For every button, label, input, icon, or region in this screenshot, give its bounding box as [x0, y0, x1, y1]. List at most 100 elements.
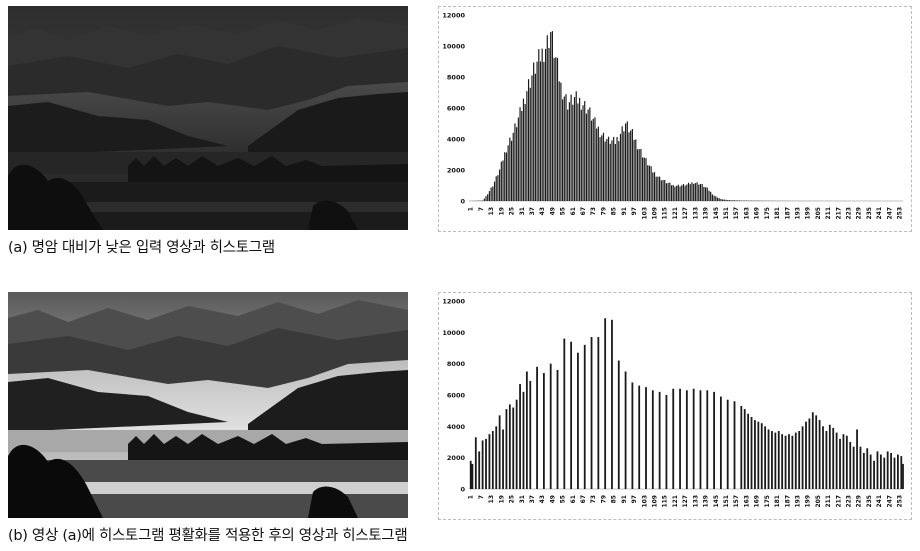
x-tick-label: 241 [876, 207, 883, 220]
histogram-bar [621, 126, 623, 201]
x-tick-label: 19 [498, 207, 505, 215]
histogram-bar [890, 452, 892, 489]
histogram-bar [805, 421, 807, 489]
x-tick-label: 235 [866, 495, 873, 508]
x-tick-label: 97 [631, 207, 638, 215]
x-tick-label: 217 [835, 207, 842, 220]
histogram-bar [505, 409, 508, 489]
histogram-bar [526, 91, 528, 201]
histogram-bar [580, 109, 582, 201]
x-tick-label: 85 [611, 207, 618, 215]
histogram-bar [570, 341, 573, 489]
x-tick-label: 151 [723, 495, 730, 508]
x-tick-label: 175 [764, 207, 771, 220]
histogram-bar [687, 182, 690, 201]
histogram-bar [704, 187, 707, 201]
x-tick-label: 79 [600, 495, 607, 503]
histogram-bar [672, 185, 674, 201]
x-tick-label: 181 [774, 495, 781, 508]
histogram-bar [801, 426, 804, 489]
input-image-low-contrast [8, 6, 408, 230]
x-tick-label: 157 [733, 495, 740, 508]
y-tick-label: 4000 [447, 136, 466, 144]
histogram-bar [516, 127, 518, 201]
x-tick-label: 85 [611, 495, 618, 503]
histogram-bar [648, 165, 651, 201]
histogram-bar [507, 145, 509, 201]
x-tick-label: 157 [733, 207, 740, 220]
histogram-bar [611, 319, 613, 489]
x-tick-label: 127 [682, 495, 689, 508]
histogram-bar [570, 94, 572, 201]
histogram-bar [686, 184, 688, 201]
histogram-bar [579, 97, 581, 201]
histogram-bar [781, 434, 784, 489]
y-tick-label: 6000 [447, 392, 466, 400]
histogram-bar [630, 130, 632, 201]
histogram-bar [525, 371, 528, 489]
histogram-bar [471, 463, 474, 489]
histogram-bar [706, 187, 708, 201]
histogram-bar [611, 140, 613, 201]
histogram-bar [685, 390, 688, 489]
histogram-bar [585, 113, 588, 201]
x-tick-label: 163 [743, 495, 750, 508]
histogram-bar [645, 387, 647, 489]
histogram-bar [645, 158, 647, 201]
histogram-bar [597, 126, 599, 201]
histogram-bar [544, 48, 547, 202]
histogram-bar [631, 129, 633, 201]
histogram-bar [679, 186, 681, 201]
histogram-bar [590, 120, 593, 201]
histogram-bar [504, 152, 506, 201]
histogram-bar [655, 176, 657, 201]
histogram-bar [900, 456, 903, 489]
histogram-bar [866, 448, 869, 489]
histogram-bar [596, 128, 598, 201]
histogram-bar [602, 132, 605, 201]
histogram-bar [849, 442, 852, 489]
histogram-bar [640, 149, 642, 201]
x-tick-label: 37 [529, 495, 536, 503]
x-tick-label: 55 [560, 207, 567, 215]
histogram-bar [618, 141, 620, 201]
histogram-bar [730, 200, 732, 201]
caption-b: (b) 영상 (a)에 히스토그램 평활화를 적용한 후의 영상과 히스토그램 [8, 528, 408, 544]
histogram-bar [886, 451, 889, 489]
histogram-bar [587, 109, 589, 201]
histogram-bar [869, 454, 872, 489]
histogram-bar [815, 415, 818, 489]
histogram-bar [616, 137, 618, 201]
histogram-bar [638, 385, 641, 489]
histogram-bar [563, 338, 566, 489]
histogram-bar [696, 182, 698, 201]
histogram-bar [599, 137, 601, 201]
histogram-bar [623, 131, 625, 201]
histogram-bar [676, 185, 678, 201]
histogram-bar [902, 463, 904, 489]
histogram-bar [896, 454, 899, 489]
histogram-bar [498, 415, 501, 489]
x-tick-label: 181 [774, 207, 781, 220]
x-tick-label: 25 [509, 495, 516, 503]
histogram-bar [469, 460, 472, 489]
histogram-bar [679, 388, 681, 489]
histogram-bar [706, 390, 709, 489]
histogram-bar [481, 440, 484, 489]
histogram-bar [732, 200, 734, 201]
histogram-bar [614, 143, 616, 201]
histogram-bar [771, 431, 773, 489]
x-tick-label: 49 [549, 207, 556, 215]
histogram-bar [721, 199, 724, 201]
histogram-bar [590, 337, 593, 489]
histogram-bar [515, 399, 518, 489]
x-tick-label: 169 [754, 207, 761, 220]
x-tick-label: 49 [549, 495, 556, 503]
x-tick-label: 247 [886, 495, 893, 508]
histogram-bar [883, 457, 886, 489]
x-tick-label: 7 [478, 495, 485, 499]
histogram-bar [682, 184, 685, 201]
x-tick-label: 247 [886, 207, 893, 220]
histogram-bar [556, 369, 559, 489]
